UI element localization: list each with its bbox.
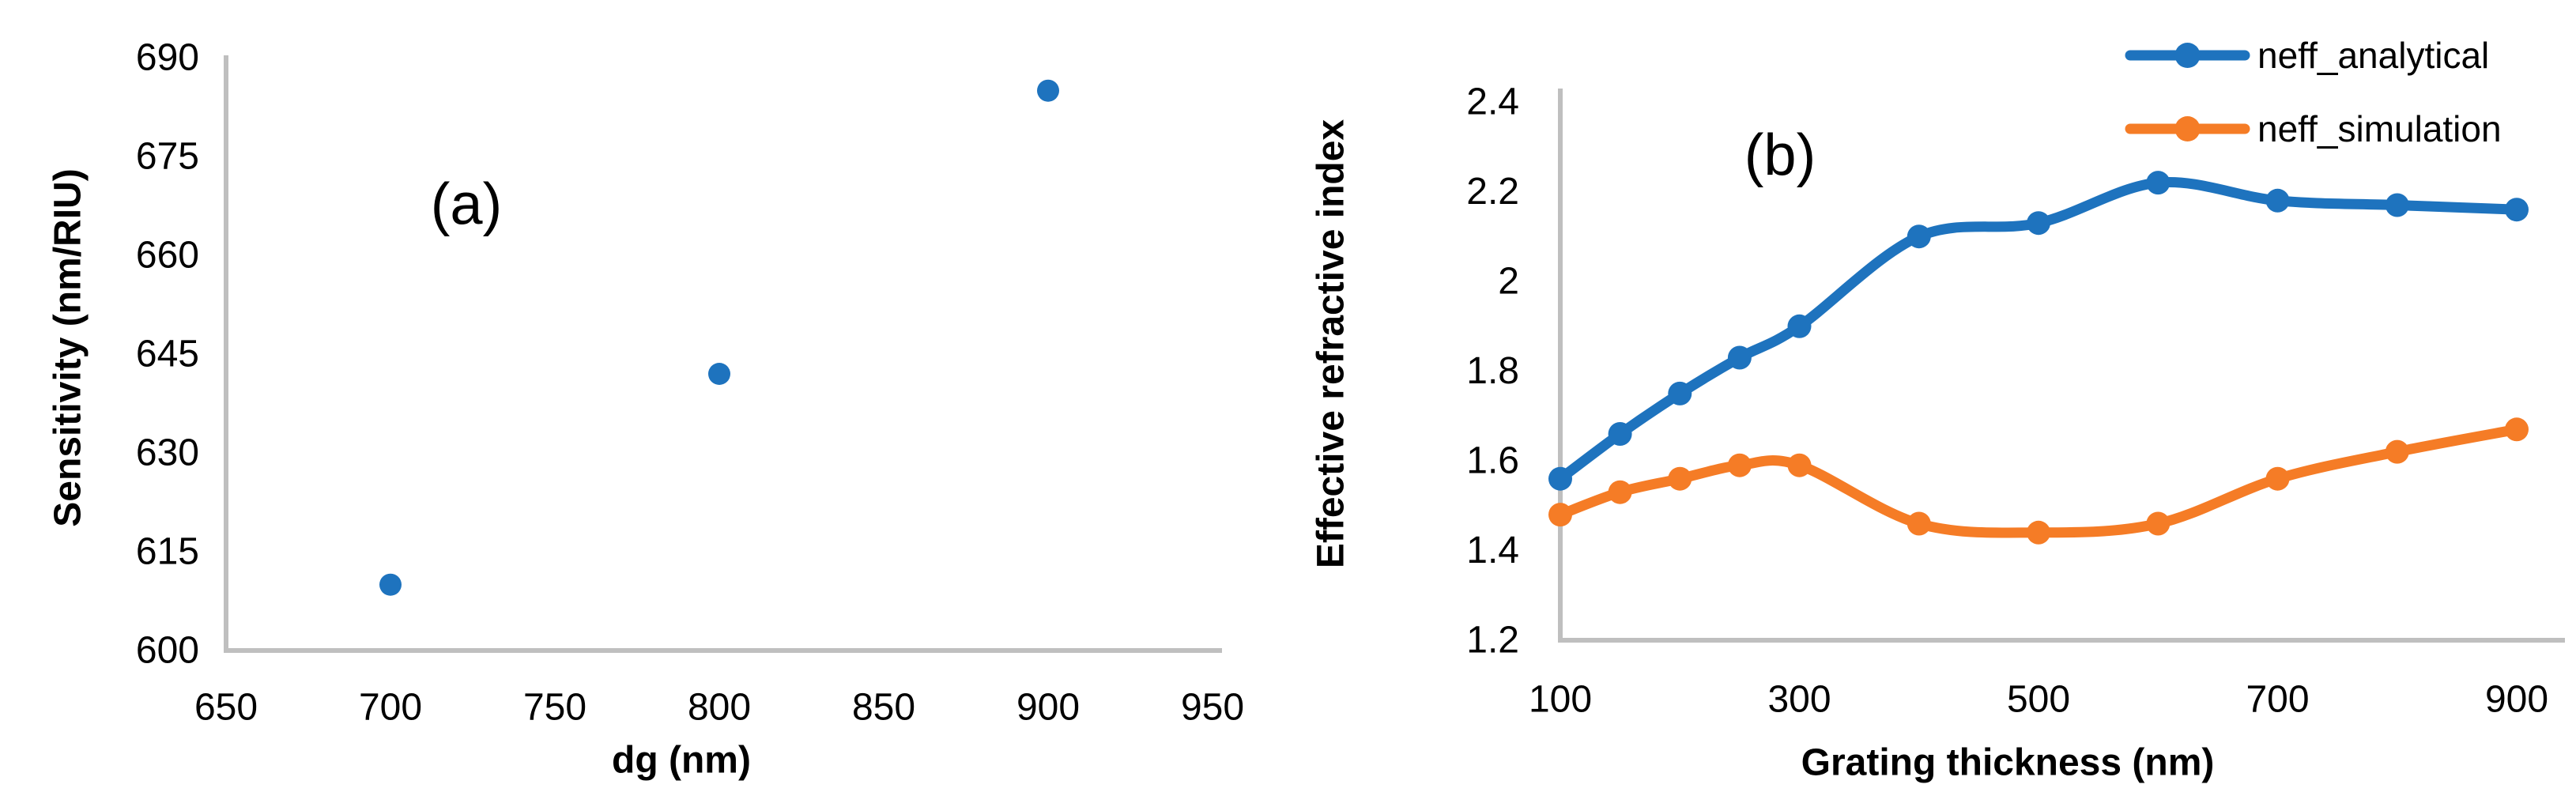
x-tick-label: 300	[1767, 679, 1831, 721]
data-point-neff_analytical	[2265, 188, 2290, 213]
y-tick-label: 1.6	[1466, 440, 1519, 482]
data-point-neff_analytical	[1548, 466, 1572, 491]
y-tick-label: 2.2	[1466, 171, 1519, 213]
data-point-neff_simulation	[2265, 466, 2290, 491]
data-point-neff_simulation	[2146, 511, 2171, 536]
x-tick-label: 800	[688, 687, 751, 729]
data-point-neff_simulation	[2385, 439, 2409, 464]
data-point-neff_simulation	[2027, 520, 2050, 545]
x-axis-title-b: Grating thickness (nm)	[1801, 741, 2215, 784]
series-line-neff_simulation	[1555, 424, 2522, 538]
panel-label-b: (b)	[1744, 122, 1816, 188]
y-tick-label: 630	[136, 432, 199, 474]
data-point-neff_analytical	[2385, 193, 2409, 217]
data-point-neff_analytical	[2027, 211, 2050, 236]
y-tick-label: 2	[1498, 261, 1519, 303]
y-tick-label: 645	[136, 334, 199, 375]
legend-marker-icon	[2174, 116, 2201, 141]
y-tick-label: 660	[136, 235, 199, 277]
data-point-neff_analytical	[2146, 171, 2171, 195]
x-tick-label: 500	[2007, 679, 2070, 721]
y-tick-label: 600	[136, 630, 199, 672]
data-point-neff_simulation	[1548, 503, 1572, 527]
x-tick-label: 700	[359, 687, 422, 729]
x-tick-label: 850	[852, 687, 915, 729]
data-point-neff_simulation	[1668, 466, 1692, 491]
data-point-neff_simulation	[1727, 453, 1752, 477]
x-tick-label: 750	[523, 687, 586, 729]
y-axis-title-b: Effective refractive index	[1310, 119, 1352, 569]
x-tick-label: 950	[1181, 687, 1244, 729]
y-tick-label: 2.4	[1466, 81, 1519, 123]
legend-marker-icon	[2174, 43, 2201, 68]
x-tick-label: 900	[1016, 687, 1080, 729]
legend-label-neff_simulation: neff_simulation	[2257, 108, 2502, 149]
data-point-sensitivity	[379, 573, 402, 596]
data-point-neff_analytical	[2505, 198, 2529, 222]
data-point-neff_analytical	[1727, 345, 1752, 370]
data-point-neff_analytical	[1608, 422, 1632, 446]
y-tick-label: 1.2	[1466, 620, 1519, 662]
data-point-neff_analytical	[1668, 381, 1692, 405]
x-tick-label: 650	[194, 687, 258, 729]
x-tick-label: 700	[2246, 679, 2309, 721]
x-tick-label: 100	[1529, 679, 1592, 721]
data-point-neff_simulation	[1787, 453, 1812, 477]
x-axis-title-a: dg (nm)	[612, 739, 751, 782]
panel-label-a: (a)	[430, 171, 503, 237]
chart-b-canvas: 100 300 500 700 900 1.2 1.4 1.6 1.8 2 2.2 2.4 neff_a…	[1466, 35, 2565, 721]
data-point-neff_analytical	[1787, 314, 1812, 338]
y-tick-label: 675	[136, 136, 199, 178]
data-point-sensitivity	[708, 363, 730, 385]
data-point-neff_simulation	[2505, 417, 2529, 442]
data-point-neff_analytical	[1907, 224, 1931, 249]
y-tick-label: 690	[136, 37, 199, 79]
legend-label-neff_analytical: neff_analytical	[2257, 35, 2489, 76]
data-point-neff_simulation	[1608, 480, 1632, 504]
chart-a-canvas: 650 700 750 800 850 900 950 600 615 630 645 660 675 6…	[136, 37, 1244, 729]
y-axis-title-a: Sensitivity (nm/RIU)	[47, 168, 89, 527]
y-tick-label: 1.4	[1466, 530, 1519, 571]
data-point-sensitivity	[1037, 79, 1059, 102]
y-tick-label: 1.8	[1466, 350, 1519, 392]
y-tick-label: 615	[136, 531, 199, 573]
data-point-neff_simulation	[1907, 511, 1931, 536]
x-tick-label: 900	[2485, 679, 2548, 721]
